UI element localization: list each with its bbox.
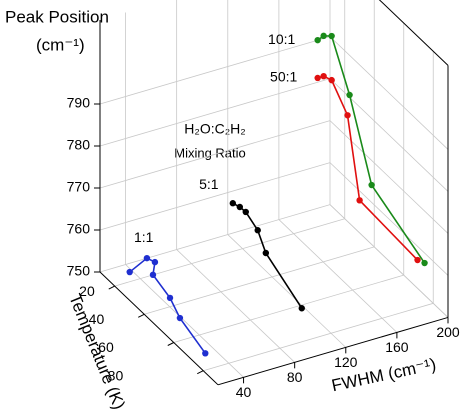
y-tick-label: 40 [89, 311, 105, 327]
grid-line [125, 264, 244, 378]
data-point [236, 203, 244, 211]
data-point [298, 305, 305, 312]
series-label: 5:1 [199, 176, 219, 192]
grid-line [329, 162, 449, 276]
y-tick [108, 285, 115, 290]
data-point [229, 200, 237, 207]
axis-line [99, 271, 219, 386]
annotation: Mixing Ratio [174, 145, 246, 160]
grid-line [173, 274, 404, 343]
grid-line [99, 120, 331, 189]
grid-line [99, 36, 331, 105]
data-point [320, 72, 327, 80]
annotation: H₂O:C₂H₂ [184, 121, 245, 137]
z-tick-label: 750 [67, 263, 91, 279]
z-tick-label: 790 [67, 95, 91, 111]
z-axis-unit: (cm⁻¹) [36, 35, 85, 54]
grid-line [329, 120, 449, 234]
data-point [346, 91, 353, 99]
data-point [254, 227, 261, 234]
data-point [176, 314, 184, 322]
data-point [328, 32, 335, 40]
data-point [242, 208, 249, 216]
series-label: 1:1 [134, 229, 154, 245]
y-tick [167, 342, 174, 346]
x-tick-label: 40 [236, 384, 252, 400]
grid-line [227, 234, 347, 348]
x-tick-label: 200 [436, 324, 460, 340]
data-point [368, 181, 375, 189]
data-point [344, 112, 351, 119]
data-point [166, 294, 174, 302]
y-tick-label: 80 [108, 367, 124, 383]
data-point [314, 36, 321, 44]
x-tick-label: 120 [334, 354, 358, 370]
data-point [320, 32, 327, 40]
data-point [151, 258, 159, 266]
series-label: 50:1 [270, 69, 297, 85]
y-tick [138, 313, 145, 318]
grid-line [99, 78, 331, 147]
data-point [126, 268, 133, 276]
grid-line [99, 204, 331, 273]
data-point [262, 249, 270, 257]
z-tick-label: 780 [67, 137, 91, 153]
z-tick-label: 770 [67, 179, 91, 195]
axis-line [378, 0, 449, 66]
data-point [314, 74, 321, 82]
grid-line [203, 302, 434, 372]
data-point [414, 256, 421, 264]
grid-line [99, 162, 331, 231]
y-tick-label: 60 [98, 339, 114, 355]
data-point [421, 259, 428, 267]
y-tick [197, 370, 204, 375]
series-line [129, 257, 206, 354]
y-tick-label: 20 [79, 283, 95, 299]
data-point [202, 350, 209, 357]
axis-line [217, 316, 449, 386]
x-tick-label: 160 [385, 339, 409, 355]
grid-line [144, 246, 375, 315]
data-point [328, 76, 335, 84]
z-axis-title: Peak Position [5, 7, 109, 26]
z-tick-label: 760 [67, 221, 91, 237]
data-point [356, 197, 363, 204]
grid-line [329, 204, 449, 318]
data-point [149, 271, 157, 279]
series-line [317, 35, 426, 264]
grid-line [176, 249, 295, 363]
y-axis-title: Temperature (K) [65, 291, 129, 412]
grid-line [329, 36, 449, 150]
grid-line [278, 219, 398, 333]
series-label: 10:1 [268, 31, 295, 47]
data-point [143, 254, 151, 262]
x-tick-label: 80 [287, 369, 303, 385]
